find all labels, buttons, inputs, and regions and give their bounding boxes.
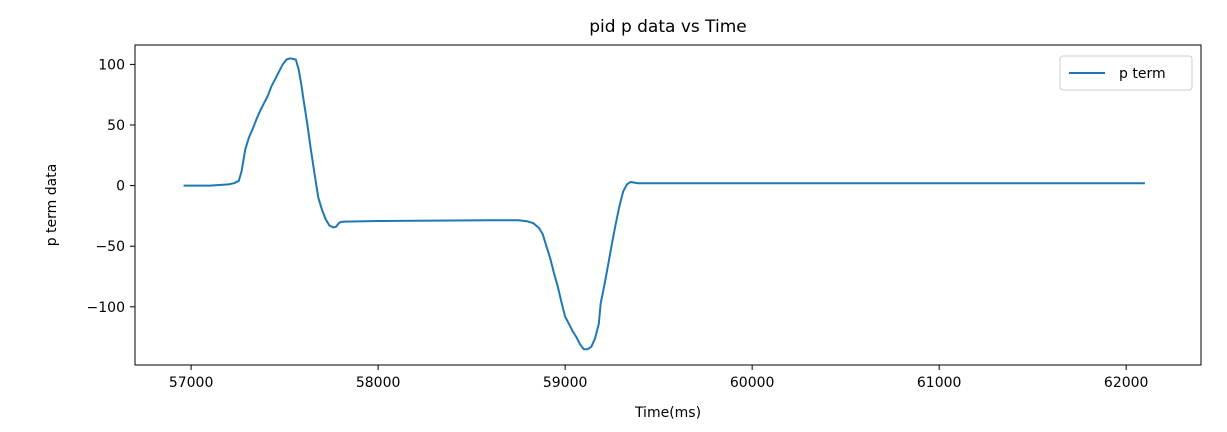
- y-axis: 100 50 0 −50 −100: [87, 57, 135, 316]
- x-tick-label: 58000: [356, 375, 401, 391]
- y-tick-label: −50: [95, 239, 125, 255]
- y-tick-label: 100: [98, 57, 125, 73]
- series-layer: [183, 57, 1145, 351]
- x-axis: 57000 58000 59000 60000 61000 62000: [169, 365, 1149, 391]
- x-tick-label: 61000: [917, 375, 962, 391]
- series-line-p-term: [183, 57, 1145, 351]
- plot-frame: [134, 44, 1202, 366]
- legend-box: [1059, 55, 1193, 91]
- y-axis-label: p term data: [44, 164, 60, 247]
- plot-area: [134, 44, 1202, 366]
- chart-title: pid p data vs Time: [589, 17, 747, 37]
- x-tick-label: 59000: [543, 375, 588, 391]
- x-tick-label: 60000: [730, 375, 775, 391]
- y-tick-label: 50: [107, 118, 125, 134]
- x-tick-label: 57000: [169, 375, 214, 391]
- x-axis-label: Time(ms): [634, 405, 701, 421]
- y-tick-label: −100: [87, 300, 125, 316]
- y-tick-label: 0: [116, 179, 125, 195]
- legend-label: p term: [1119, 66, 1166, 82]
- x-tick-label: 62000: [1104, 375, 1149, 391]
- legend: p term: [1059, 55, 1193, 91]
